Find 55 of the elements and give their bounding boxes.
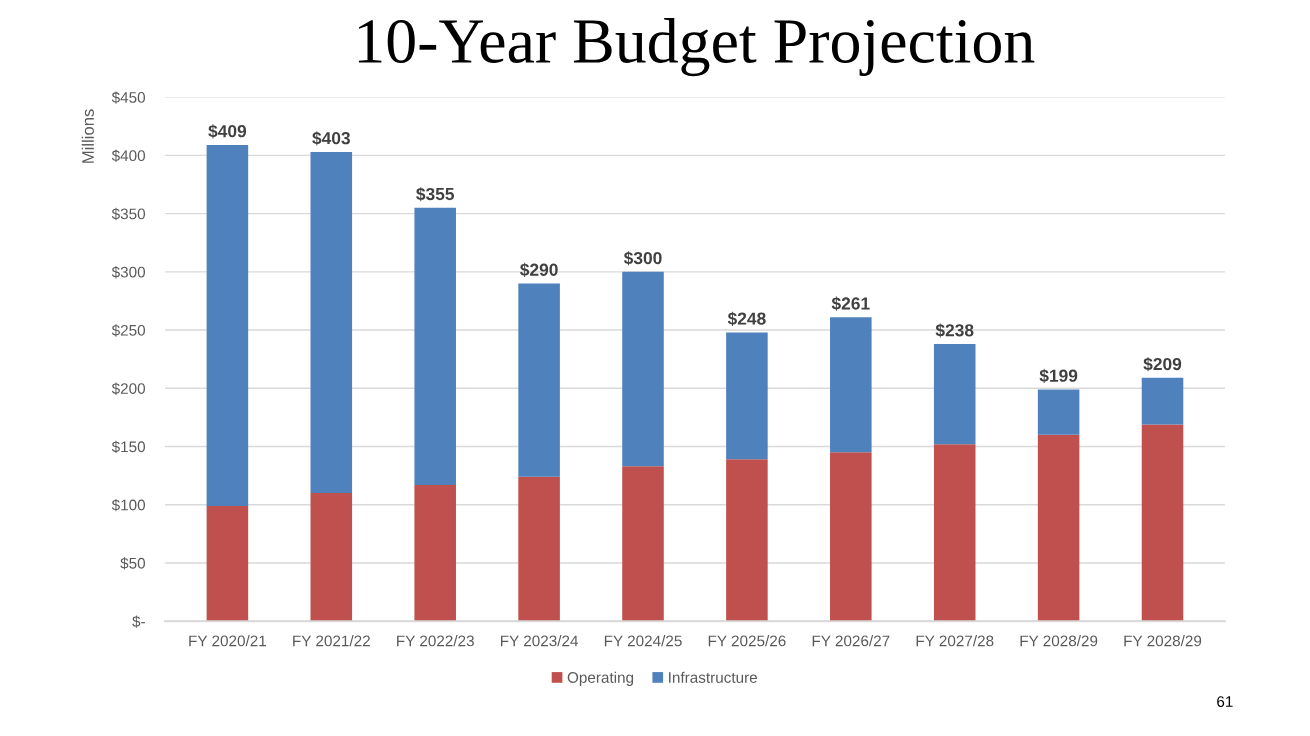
y-tick-label: $450 [111,91,146,104]
bar [933,444,976,622]
x-tick-label: FY 2023/24 [501,635,579,647]
bar [726,459,768,622]
x-tick-label: FY 2024/25 [604,635,682,647]
bar [830,452,872,622]
y-tick-label: $100 [111,498,146,512]
x-tick-label: FY 2022/23 [397,635,474,647]
x-tick-label: FY 2025/26 [708,635,786,647]
bar [414,484,456,622]
bar [310,493,353,622]
total-label: $290 [520,262,558,277]
x-tick-label: FY 2027/28 [916,635,994,647]
bar [1141,377,1184,425]
y-tick-label: $50 [120,557,146,570]
total-label: $261 [831,296,870,311]
bar [830,317,872,453]
bar [1037,434,1080,622]
chart-title: 10-Year Budget Projection [358,18,1035,77]
bar [518,283,560,477]
total-label: $355 [416,187,455,202]
bar [518,476,560,622]
total-label: $248 [727,311,766,326]
bar [933,344,976,445]
total-label: $300 [623,251,662,266]
total-label: $209 [1143,357,1182,372]
x-tick-label: FY 2020/21 [189,635,267,647]
total-label: $409 [208,124,247,139]
legend-label: Infrastructure [669,671,757,683]
bar [726,332,768,460]
bar [206,144,249,506]
bar [622,271,664,467]
y-axis-title: Millions [81,109,94,163]
bar [310,151,353,494]
bar [622,466,664,622]
legend-label: Operating [567,671,634,686]
total-label: $238 [935,323,974,338]
y-tick-label: $400 [111,149,146,162]
y-tick-label: $350 [111,207,146,221]
bar [414,207,456,485]
bar [206,505,249,622]
total-label: $199 [1039,368,1078,383]
y-tick-label: $150 [111,440,146,454]
y-tick-label: $300 [111,266,146,279]
x-tick-label: FY 2028/29 [1020,635,1098,647]
bar [1141,424,1184,622]
y-tick-label: $200 [111,382,146,395]
y-tick-label: $250 [111,324,146,337]
total-label: $403 [312,131,350,146]
x-tick-label: FY 2021/22 [293,635,370,647]
y-tick-label: $- [132,615,145,628]
x-tick-label: FY 2026/27 [812,635,890,647]
x-tick-label: FY 2028/29 [1124,635,1202,647]
bar [1037,389,1080,435]
text: 61 [1217,696,1233,707]
